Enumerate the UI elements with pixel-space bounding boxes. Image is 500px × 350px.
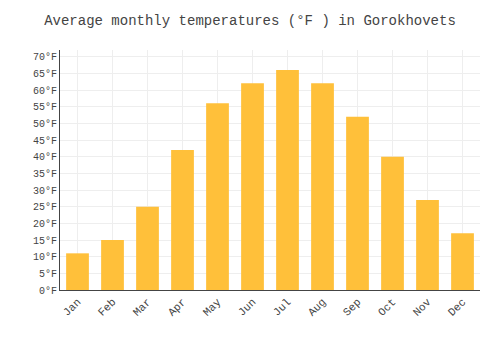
svg-text:Dec: Dec — [446, 296, 468, 318]
svg-text:Mar: Mar — [131, 296, 153, 318]
svg-text:Average monthly temperatures (: Average monthly temperatures (°F ) in Go… — [44, 13, 456, 29]
svg-text:30°F: 30°F — [33, 186, 57, 197]
svg-text:Jan: Jan — [61, 296, 83, 318]
svg-text:50°F: 50°F — [33, 119, 57, 130]
svg-text:Aug: Aug — [306, 296, 328, 318]
svg-text:20°F: 20°F — [33, 219, 57, 230]
svg-text:70°F: 70°F — [33, 52, 57, 63]
svg-text:Nov: Nov — [411, 296, 434, 319]
svg-text:5°F: 5°F — [39, 269, 57, 280]
svg-text:40°F: 40°F — [33, 152, 57, 163]
svg-text:45°F: 45°F — [33, 136, 57, 147]
svg-text:Feb: Feb — [96, 296, 118, 318]
svg-text:65°F: 65°F — [33, 69, 57, 80]
svg-text:35°F: 35°F — [33, 169, 57, 180]
svg-text:Jul: Jul — [271, 296, 293, 318]
svg-text:10°F: 10°F — [33, 252, 57, 263]
svg-text:60°F: 60°F — [33, 86, 57, 97]
svg-text:0°F: 0°F — [39, 286, 57, 297]
svg-text:Sep: Sep — [341, 296, 363, 318]
svg-text:Apr: Apr — [166, 296, 188, 318]
svg-text:Oct: Oct — [376, 296, 398, 318]
svg-text:55°F: 55°F — [33, 102, 57, 113]
svg-text:Jun: Jun — [236, 296, 258, 318]
svg-text:15°F: 15°F — [33, 236, 57, 247]
svg-text:May: May — [201, 296, 224, 319]
svg-text:25°F: 25°F — [33, 202, 57, 213]
